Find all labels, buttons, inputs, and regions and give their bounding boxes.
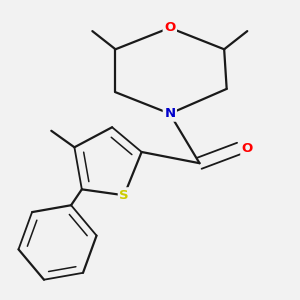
- Text: S: S: [119, 189, 129, 202]
- Text: O: O: [164, 21, 176, 34]
- Text: N: N: [164, 107, 175, 120]
- Text: O: O: [242, 142, 253, 155]
